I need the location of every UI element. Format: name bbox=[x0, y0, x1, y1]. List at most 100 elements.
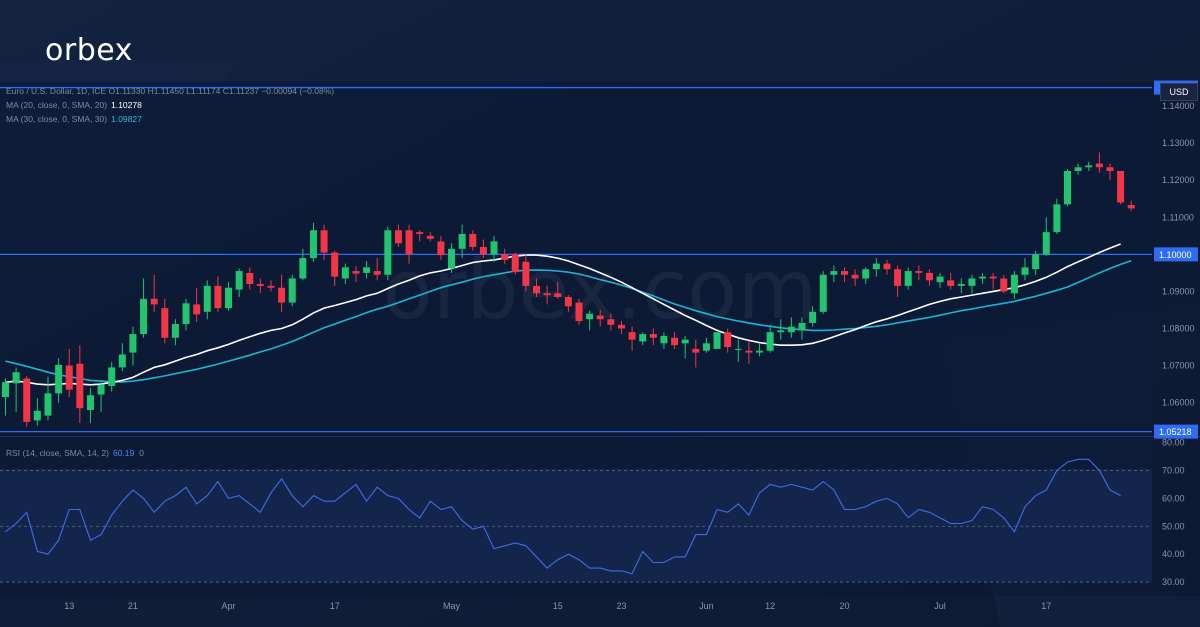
ma20-line bbox=[5, 243, 1121, 386]
candle-body bbox=[214, 285, 222, 309]
time-tick-label: 17 bbox=[1041, 601, 1051, 611]
candle-body bbox=[33, 410, 41, 421]
candle bbox=[522, 254, 530, 292]
candle bbox=[12, 367, 20, 412]
rsi-label: RSI (14, close, SMA, 14, 2) bbox=[6, 448, 109, 458]
candle-body bbox=[925, 272, 933, 281]
candle-body bbox=[426, 235, 434, 239]
candle-body bbox=[1032, 254, 1040, 270]
candle-body bbox=[904, 271, 912, 286]
candle-body bbox=[1074, 167, 1082, 171]
candle bbox=[193, 287, 201, 322]
candle-body bbox=[724, 332, 732, 348]
candle bbox=[278, 274, 286, 312]
candle-body bbox=[766, 332, 774, 351]
candle-body bbox=[150, 298, 158, 305]
candle-body bbox=[851, 274, 859, 279]
candle-body bbox=[86, 395, 94, 411]
candle-body bbox=[830, 271, 838, 275]
candle bbox=[23, 375, 31, 427]
candle bbox=[979, 272, 987, 285]
rsi-extra: 0 bbox=[139, 448, 144, 458]
candle-body bbox=[225, 287, 233, 309]
candle-body bbox=[777, 330, 785, 333]
candle-body bbox=[394, 230, 402, 244]
candle-body bbox=[44, 393, 52, 416]
candle bbox=[947, 272, 955, 290]
candle bbox=[150, 274, 158, 312]
candle bbox=[639, 332, 647, 346]
candle-body bbox=[692, 348, 700, 353]
candle-body bbox=[671, 337, 679, 346]
candle bbox=[819, 271, 827, 314]
candle bbox=[2, 378, 9, 416]
candle-body bbox=[649, 334, 657, 338]
orbex-logo: orbex bbox=[45, 33, 133, 68]
candle bbox=[437, 235, 445, 260]
candle bbox=[203, 280, 211, 320]
candle-body bbox=[118, 354, 126, 368]
candle bbox=[649, 328, 657, 346]
candle-body bbox=[416, 232, 424, 234]
price-axis bbox=[1152, 82, 1200, 596]
candle bbox=[1064, 169, 1071, 207]
candle-body bbox=[479, 246, 487, 255]
candle bbox=[586, 310, 594, 331]
candle bbox=[617, 321, 625, 335]
price-tick-label: 1.13000 bbox=[1162, 138, 1195, 148]
time-tick-label: 17 bbox=[330, 601, 340, 611]
ma20-value: 1.10278 bbox=[111, 100, 142, 110]
candle bbox=[108, 361, 116, 392]
candle-body bbox=[182, 303, 190, 325]
candle-body bbox=[1085, 165, 1093, 168]
candle bbox=[777, 319, 785, 340]
candle-body bbox=[363, 267, 371, 273]
candle bbox=[830, 265, 838, 283]
candle-body bbox=[522, 261, 530, 286]
candle-body bbox=[140, 298, 148, 335]
candle bbox=[490, 235, 498, 262]
candle-body bbox=[1053, 204, 1061, 233]
candle bbox=[65, 348, 73, 398]
price-tick-label: 1.09000 bbox=[1162, 286, 1195, 296]
candle-body bbox=[341, 267, 349, 279]
time-tick-label: 21 bbox=[128, 601, 138, 611]
candle-body bbox=[1042, 232, 1050, 255]
time-axis-ticks: 13 21 Apr 17 May 15 23 Jun 12 20 Jul 17 bbox=[64, 601, 1051, 611]
candle bbox=[989, 272, 997, 290]
candle bbox=[86, 387, 94, 424]
candle bbox=[1127, 200, 1135, 211]
candle-body bbox=[267, 285, 275, 288]
candle-body bbox=[384, 230, 392, 275]
candle bbox=[575, 298, 583, 325]
candle-body bbox=[915, 271, 923, 273]
candle bbox=[1021, 258, 1029, 281]
candle bbox=[256, 278, 264, 294]
price-tick-label: 1.06000 bbox=[1162, 398, 1195, 408]
candle-body bbox=[639, 334, 647, 342]
candle-body bbox=[745, 350, 753, 353]
candle bbox=[458, 224, 466, 259]
candle-body bbox=[702, 343, 710, 351]
candle-body bbox=[894, 269, 902, 286]
candle bbox=[129, 326, 137, 366]
candle bbox=[1053, 198, 1061, 234]
candle-body bbox=[1127, 205, 1135, 209]
candle-body bbox=[734, 348, 742, 350]
candle-body bbox=[108, 367, 116, 386]
candle bbox=[352, 266, 360, 283]
candle bbox=[1085, 161, 1093, 171]
price-tick-label: 1.07000 bbox=[1162, 361, 1195, 371]
candle bbox=[33, 398, 41, 426]
level-tag-label: 1.10000 bbox=[1159, 250, 1192, 260]
candle-body bbox=[161, 308, 169, 338]
candle bbox=[681, 335, 689, 359]
candle bbox=[904, 267, 912, 290]
symbol-legend: Euro / U.S. Dollar, 1D, ICE O1.11330 H1.… bbox=[6, 86, 334, 96]
rsi-axis-ticks: 80.00 70.00 60.00 50.00 40.00 30.00 bbox=[1162, 438, 1185, 587]
price-tick-label: 1.14000 bbox=[1162, 101, 1195, 111]
candle-body bbox=[373, 271, 381, 275]
candle bbox=[44, 376, 52, 421]
candle-body bbox=[12, 372, 20, 384]
time-tick-label: Jul bbox=[934, 601, 946, 611]
